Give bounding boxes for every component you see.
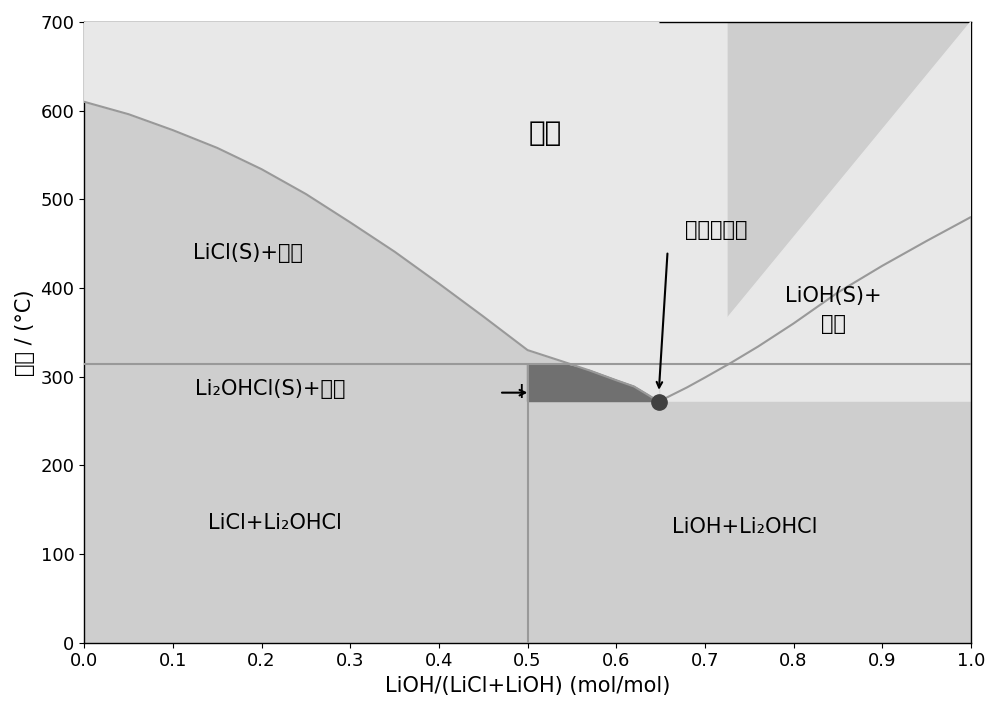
Polygon shape	[84, 364, 528, 402]
Polygon shape	[528, 364, 659, 402]
Text: LiCl+Li₂OHCl: LiCl+Li₂OHCl	[208, 513, 342, 533]
Text: LiOH(S)+
液相: LiOH(S)+ 液相	[785, 287, 882, 334]
Polygon shape	[659, 22, 971, 402]
Polygon shape	[528, 402, 971, 643]
X-axis label: LiOH/(LiCl+LiOH) (mol/mol): LiOH/(LiCl+LiOH) (mol/mol)	[385, 676, 670, 696]
Text: I: I	[518, 383, 524, 402]
Text: LiCl(S)+液相: LiCl(S)+液相	[193, 242, 303, 262]
Polygon shape	[84, 364, 528, 643]
Y-axis label: 温度 / (°C): 温度 / (°C)	[15, 289, 35, 375]
Polygon shape	[728, 22, 971, 364]
Text: 最低共熔点: 最低共熔点	[685, 220, 748, 240]
Text: LiOH+Li₂OHCl: LiOH+Li₂OHCl	[672, 518, 817, 538]
Polygon shape	[84, 102, 571, 364]
Text: Li₂OHCl(S)+液相: Li₂OHCl(S)+液相	[195, 379, 346, 399]
Polygon shape	[84, 22, 659, 402]
Text: 液相: 液相	[529, 119, 562, 147]
Polygon shape	[528, 364, 659, 402]
